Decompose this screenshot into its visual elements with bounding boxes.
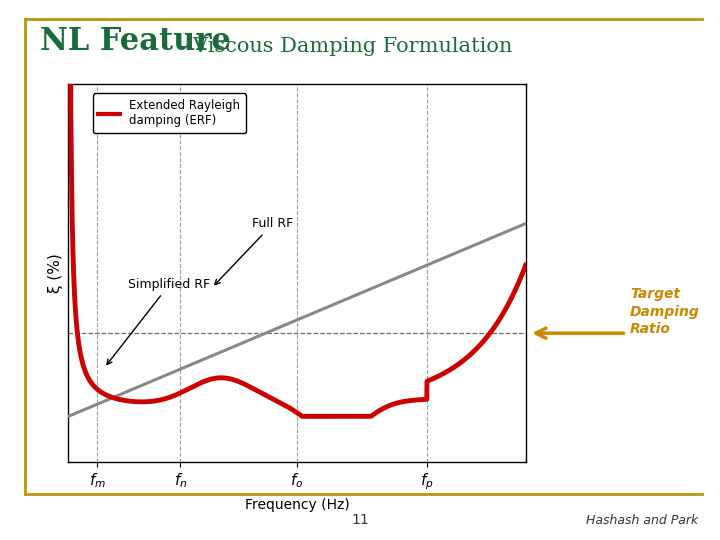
Legend: Extended Rayleigh
damping (ERF): Extended Rayleigh damping (ERF) xyxy=(93,93,246,133)
Text: 11: 11 xyxy=(351,512,369,526)
Text: Hashash and Park: Hashash and Park xyxy=(586,514,698,526)
Text: – Viscous Damping Formulation: – Viscous Damping Formulation xyxy=(176,37,513,56)
X-axis label: Frequency (Hz): Frequency (Hz) xyxy=(245,497,349,511)
Y-axis label: ξ (%): ξ (%) xyxy=(48,253,63,293)
Text: NL Feature: NL Feature xyxy=(40,26,230,57)
Text: Target
Damping
Ratio: Target Damping Ratio xyxy=(630,287,700,336)
Text: Full RF: Full RF xyxy=(215,217,294,285)
Text: Simplified RF: Simplified RF xyxy=(107,278,210,364)
